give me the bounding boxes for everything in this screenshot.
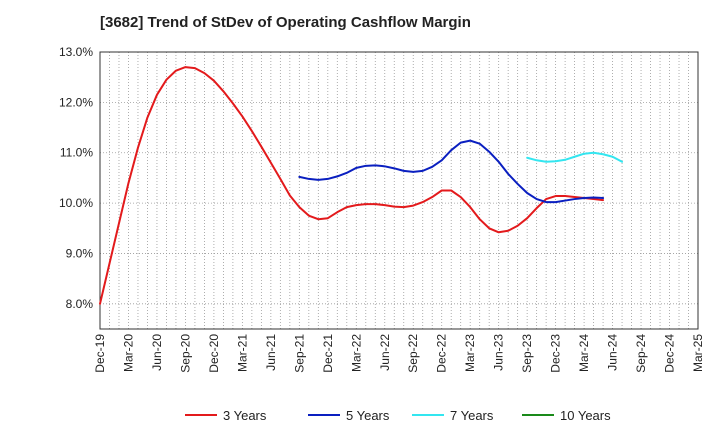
series-line-7-years	[526, 151, 624, 163]
x-tick-label: Dec-19	[93, 334, 107, 373]
x-tick-label: Mar-24	[577, 334, 591, 372]
legend-label: 3 Years	[223, 408, 267, 423]
x-tick-label: Sep-24	[634, 334, 648, 373]
series-layer	[99, 66, 624, 305]
x-tick-label: Jun-24	[606, 334, 620, 371]
x-tick-label: Jun-21	[264, 334, 278, 371]
x-tick-label: Dec-24	[663, 334, 677, 373]
x-tick-label: Dec-21	[321, 334, 335, 373]
x-tick-label: Sep-23	[520, 334, 534, 373]
series-line-3-years	[99, 66, 605, 305]
x-tick-label: Jun-23	[492, 334, 506, 371]
x-tick-label: Mar-21	[235, 334, 249, 372]
x-tick-label: Mar-23	[463, 334, 477, 372]
x-tick-label: Jun-20	[150, 334, 164, 371]
legend-label: 10 Years	[560, 408, 611, 423]
x-tick-label: Jun-22	[378, 334, 392, 371]
legend: 3 Years 5 Years 7 Years 10 Years	[185, 408, 611, 423]
series-line-5-years	[298, 139, 605, 204]
x-tick-label: Sep-21	[292, 334, 306, 373]
x-tick-label: Mar-22	[349, 334, 363, 372]
x-tick-label: Dec-20	[207, 334, 221, 373]
chart-title: [3682] Trend of StDev of Operating Cashf…	[100, 14, 471, 31]
y-tick-label: 12.0%	[59, 95, 93, 109]
legend-label: 5 Years	[346, 408, 390, 423]
x-tick-label: Mar-25	[691, 334, 705, 372]
y-tick-label: 13.0%	[59, 45, 93, 59]
plot-border	[99, 51, 699, 330]
legend-label: 7 Years	[450, 408, 494, 423]
y-tick-label: 10.0%	[59, 196, 93, 210]
y-tick-label: 9.0%	[66, 246, 94, 260]
axis-layer: 8.0% 9.0% 10.0% 11.0% 12.0% 13.0% Dec-19 Mar-20…	[59, 45, 705, 373]
y-tick-label: 11.0%	[60, 146, 93, 160]
x-tick-label: Sep-22	[406, 334, 420, 373]
x-tick-label: Dec-22	[435, 334, 449, 373]
x-tick-label: Sep-20	[178, 334, 192, 373]
x-tick-label: Mar-20	[121, 334, 135, 372]
y-tick-label: 8.0%	[66, 297, 94, 311]
plot-area	[100, 52, 698, 329]
x-tick-label: Dec-23	[549, 334, 563, 373]
